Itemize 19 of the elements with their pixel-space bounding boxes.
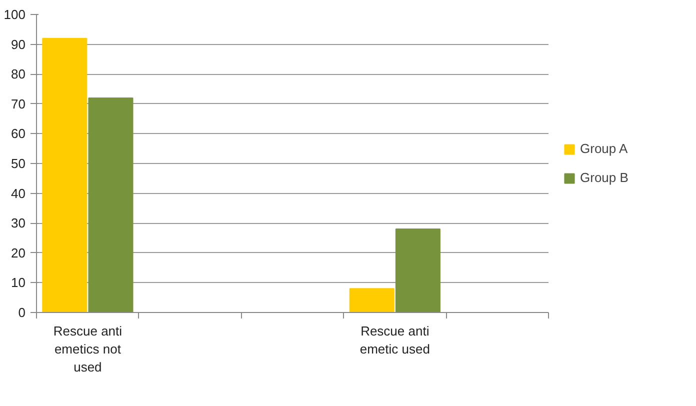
y-tick-label: 80 (11, 66, 26, 82)
y-tick-label: 20 (11, 245, 26, 260)
bar (42, 38, 88, 312)
x-tick-label: Rescue anti emetics not used (53, 324, 122, 374)
legend-label: Group A (580, 141, 628, 156)
y-tick-label: 90 (11, 36, 26, 52)
y-tick-label: 30 (11, 216, 26, 231)
y-tick-label: 10 (11, 275, 26, 290)
y-tick-label: 70 (11, 96, 26, 112)
y-tick-label: 0 (18, 305, 26, 320)
bar (349, 288, 394, 312)
y-tick-label: 50 (11, 156, 26, 171)
bar (88, 97, 134, 312)
y-tick-label: 100 (4, 7, 26, 22)
x-tick-label: Rescue anti emetic used (360, 324, 430, 356)
y-tick-label: 60 (11, 126, 26, 142)
bar (395, 228, 440, 312)
y-tick-label: 40 (11, 186, 26, 201)
legend-label: Group B (580, 170, 628, 185)
